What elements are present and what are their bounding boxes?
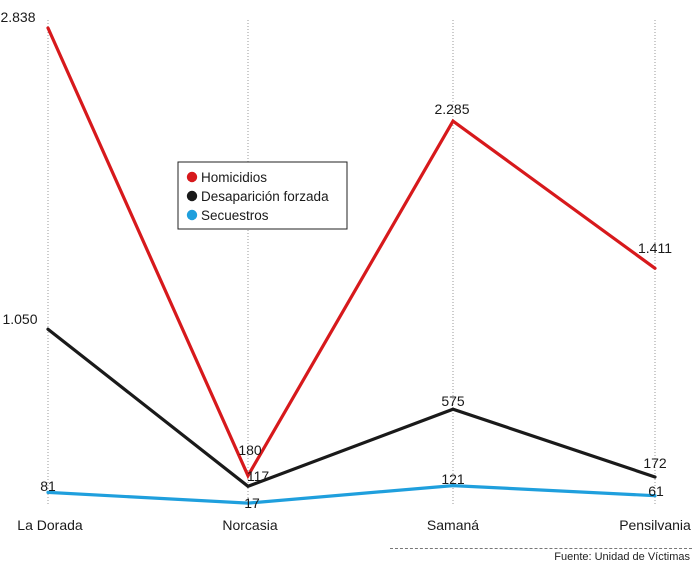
legend-marker-desaparicion-forzada [186,190,198,202]
legend-label-desaparicion-forzada: Desaparición forzada [201,189,329,204]
x-axis-tick-labels: La Dorada Norcasia Samaná Pensilvania [17,517,691,533]
x-tick-label-pensilvania: Pensilvania [619,517,691,533]
data-label-secuestros-norcasia: 17 [244,495,260,511]
data-label-desaparicion-forzada-norcasia: 117 [247,468,270,484]
series-lines [46,26,657,505]
data-label-homicidios-pensilvania: 1.411 [638,240,672,256]
data-label-homicidios-norcasia: 180 [238,442,262,458]
data-label-desaparicion-forzada-la-dorada: 1.050 [2,311,37,327]
series-line-desaparicion-forzada [46,327,657,489]
data-label-secuestros-pensilvania: 61 [648,483,664,499]
x-tick-label-norcasia: Norcasia [222,517,277,533]
data-labels: 2.838 180 2.285 1.411 1.050 117 575 172 81 17 121 6… [0,9,672,511]
data-label-homicidios-samana: 2.285 [434,101,469,117]
legend: Homicidios Desaparición forzada Secuestros [177,161,348,230]
legend-label-homicidios: Homicidios [201,170,267,185]
data-label-secuestros-samana: 121 [441,471,465,487]
source-note: Fuente: Unidad de Víctimas [554,551,690,563]
gridlines [47,20,656,506]
legend-label-secuestros: Secuestros [201,208,269,223]
legend-marker-secuestros [186,209,198,221]
legend-box [177,161,348,230]
x-tick-label-la-dorada: La Dorada [17,517,83,533]
data-label-desaparicion-forzada-pensilvania: 172 [643,455,667,471]
data-label-desaparicion-forzada-samana: 575 [441,393,465,409]
data-label-secuestros-la-dorada: 81 [40,478,56,494]
source-divider [390,548,692,549]
series-line-homicidios [46,26,657,480]
x-tick-label-samana: Samaná [427,517,479,533]
series-line-secuestros [46,483,657,505]
data-label-homicidios-la-dorada: 2.838 [0,9,35,25]
legend-marker-homicidios [186,171,198,183]
